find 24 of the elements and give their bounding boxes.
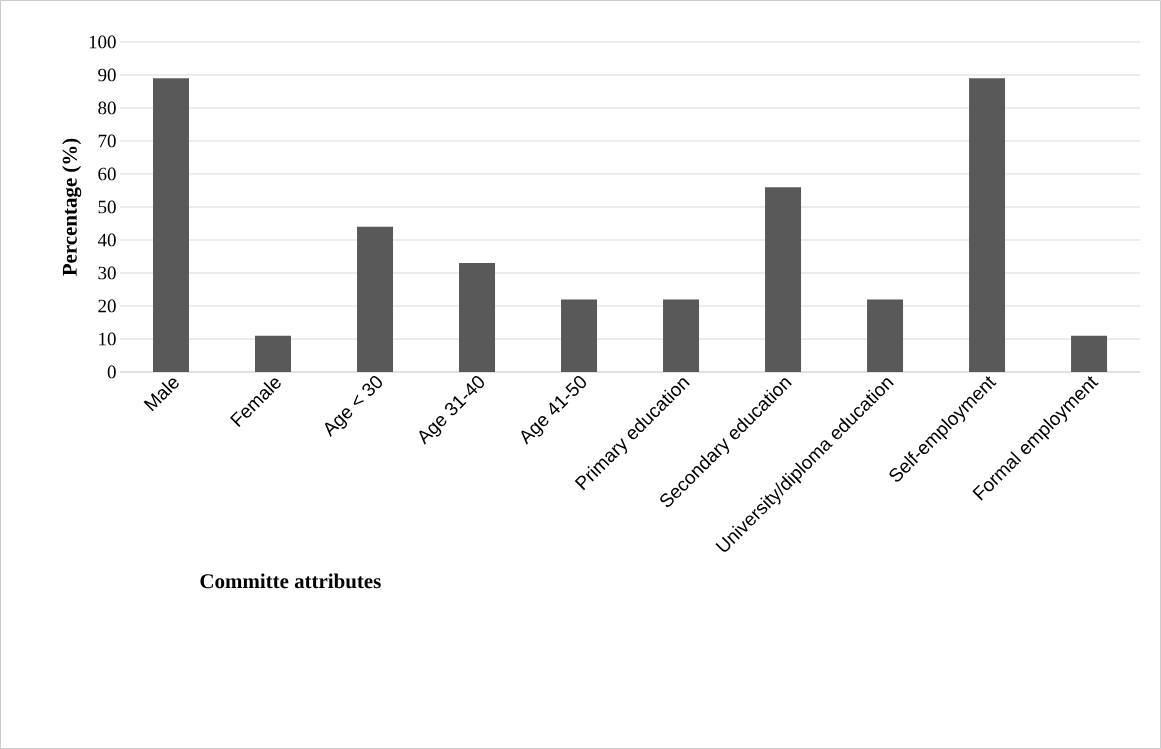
- bar: [765, 187, 802, 372]
- bar: [969, 78, 1006, 372]
- y-tick-label: 60: [98, 167, 116, 181]
- bar: [561, 299, 598, 372]
- y-tick-label: 40: [97, 233, 116, 247]
- y-tick-label: 50: [98, 200, 116, 214]
- y-tick-label: 90: [98, 68, 116, 82]
- bar: [663, 299, 700, 372]
- y-tick-label: 20: [98, 299, 116, 313]
- x-axis-title: Committe attributes: [200, 573, 381, 589]
- bar: [867, 299, 904, 372]
- y-tick-label: 30: [98, 266, 116, 280]
- y-tick-label: 70: [98, 134, 116, 148]
- y-tick-label: 10: [99, 332, 116, 346]
- y-tick-label: 80: [98, 101, 116, 115]
- bar: [1071, 335, 1108, 372]
- bar: [357, 226, 394, 372]
- bar: [255, 335, 292, 372]
- y-axis-title: Percentage (%): [62, 138, 82, 276]
- bar: [153, 78, 190, 372]
- x-tick-label: Age < 30: [324, 376, 382, 437]
- bar: [459, 263, 496, 372]
- y-tick-label: 100: [89, 35, 116, 49]
- y-tick-label: 0: [107, 365, 116, 379]
